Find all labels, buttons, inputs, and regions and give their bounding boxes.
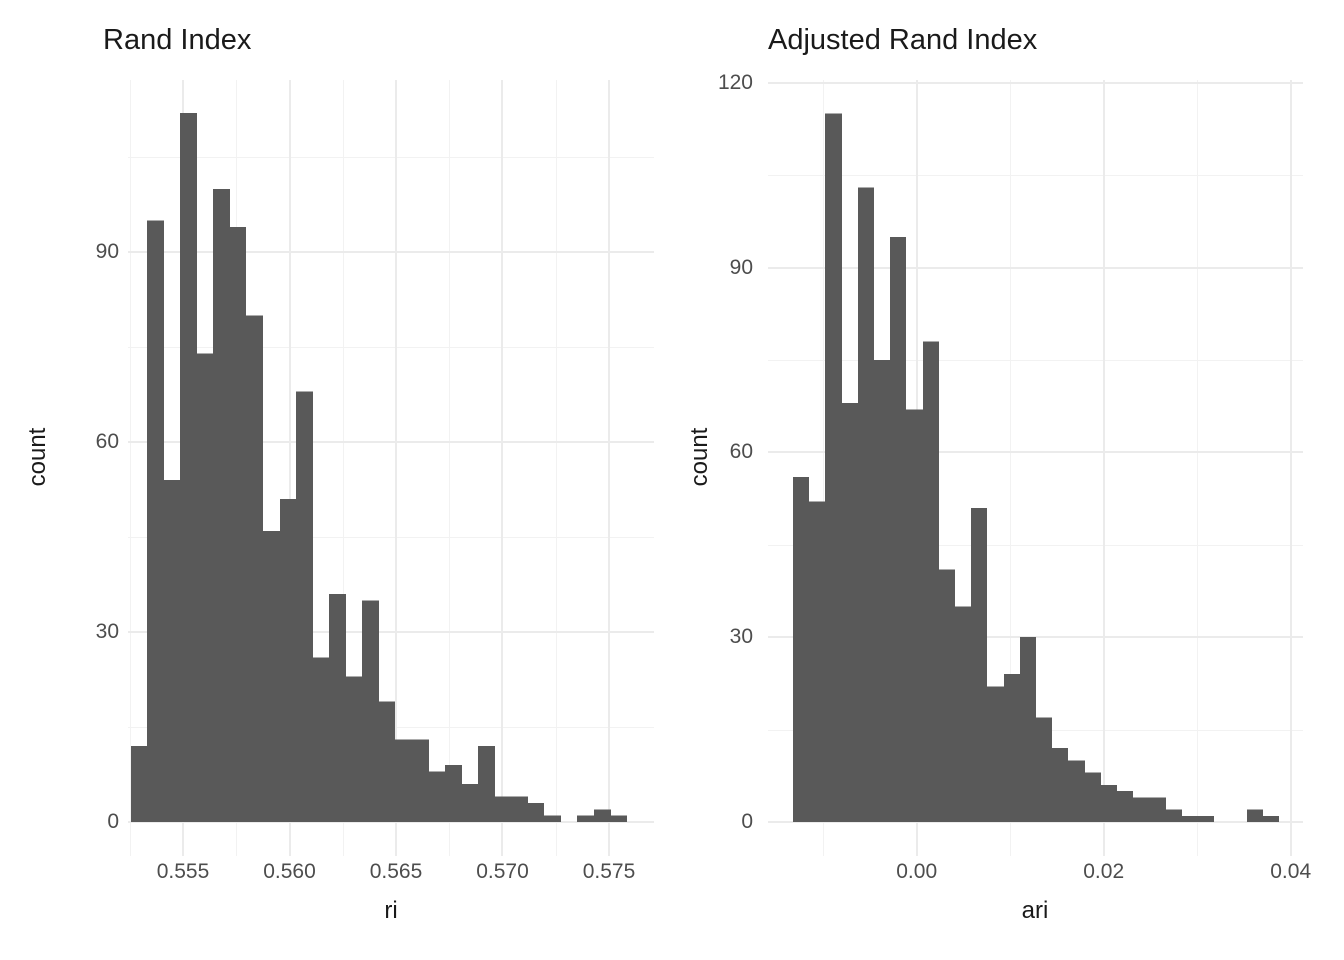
histogram-bar bbox=[180, 113, 197, 822]
histogram-bar bbox=[412, 739, 429, 822]
histogram-bar bbox=[906, 409, 923, 822]
histogram-bar bbox=[131, 746, 147, 822]
histogram-bar bbox=[842, 403, 858, 822]
histogram-bar bbox=[511, 796, 528, 822]
histogram-bar bbox=[858, 187, 874, 822]
histogram-bar bbox=[478, 746, 495, 822]
histogram-bar bbox=[445, 765, 462, 822]
histogram-bar bbox=[1020, 637, 1036, 822]
histogram-bar bbox=[495, 796, 511, 822]
ari-x-axis-title: ari bbox=[1021, 897, 1049, 924]
histogram-bar bbox=[296, 391, 313, 822]
ari-histogram-panel bbox=[768, 80, 1303, 856]
histogram-bar bbox=[528, 803, 544, 822]
histogram-bar bbox=[544, 815, 561, 822]
x-tick-label: 0.575 bbox=[582, 860, 636, 883]
histogram-bar bbox=[429, 771, 445, 822]
histogram-bar bbox=[809, 501, 825, 822]
histogram-bar bbox=[1198, 815, 1214, 822]
y-tick-label: 60 bbox=[729, 440, 753, 464]
histogram-bar bbox=[793, 477, 809, 822]
histogram-bar bbox=[362, 600, 379, 822]
histogram-bar bbox=[1263, 815, 1279, 822]
y-tick-label: 30 bbox=[95, 620, 119, 644]
x-tick-label: 0.02 bbox=[1083, 860, 1125, 883]
histogram-bar bbox=[987, 686, 1004, 822]
histogram-bar bbox=[313, 657, 329, 822]
ri-y-axis-title: count bbox=[24, 427, 51, 487]
histogram-bar bbox=[1182, 815, 1198, 822]
histogram-bar bbox=[825, 113, 842, 823]
x-tick-label: 0.570 bbox=[476, 860, 529, 883]
y-tick-label: 90 bbox=[729, 255, 753, 279]
x-tick-label: 0.555 bbox=[156, 860, 210, 883]
x-tick-label: 0.560 bbox=[263, 860, 316, 883]
histogram-bar bbox=[164, 480, 180, 822]
histogram-bar bbox=[329, 594, 346, 822]
histogram-bar bbox=[1166, 809, 1182, 822]
histogram-bar bbox=[923, 341, 939, 822]
ri-plot-title: Rand Index bbox=[103, 24, 252, 56]
histogram-bar bbox=[1133, 797, 1149, 822]
histogram-bar bbox=[971, 507, 987, 822]
histogram-bar bbox=[379, 701, 395, 822]
x-tick-label: 0.04 bbox=[1270, 860, 1312, 883]
y-tick-label: 90 bbox=[95, 240, 119, 264]
histogram-bar bbox=[147, 220, 164, 823]
histogram-bar bbox=[197, 353, 213, 822]
histogram-bar bbox=[395, 739, 412, 822]
histogram-bar bbox=[874, 360, 890, 822]
y-tick-label: 30 bbox=[729, 625, 753, 649]
histogram-bar bbox=[346, 676, 362, 822]
histogram-bar bbox=[1117, 791, 1133, 822]
ri-x-axis-title: ri bbox=[384, 897, 398, 924]
histogram-bar bbox=[611, 815, 627, 822]
histogram-bar bbox=[462, 784, 478, 822]
x-tick-label: 0.00 bbox=[896, 860, 938, 883]
y-tick-label: 0 bbox=[741, 810, 753, 833]
y-tick-label: 0 bbox=[107, 810, 119, 833]
histogram-bar bbox=[230, 227, 246, 822]
histogram-bar bbox=[890, 236, 906, 823]
histogram-bar bbox=[1052, 748, 1068, 822]
histogram-bar bbox=[1247, 809, 1263, 822]
histogram-bar bbox=[1068, 760, 1085, 822]
histogram-bar bbox=[1036, 717, 1052, 822]
ri-histogram-panel bbox=[128, 80, 654, 856]
x-tick-label: 0.565 bbox=[369, 860, 423, 883]
histogram-bar bbox=[1004, 674, 1020, 822]
ari-plot-title: Adjusted Rand Index bbox=[768, 24, 1038, 56]
histogram-bar bbox=[213, 189, 230, 822]
histogram-bar bbox=[280, 499, 296, 822]
histogram-bar bbox=[246, 315, 263, 822]
histogram-bar bbox=[263, 530, 280, 822]
y-tick-label: 120 bbox=[717, 70, 753, 94]
histogram-bar bbox=[594, 809, 611, 822]
histogram-bar bbox=[955, 606, 971, 822]
histogram-bar bbox=[1085, 772, 1101, 822]
histogram-bar bbox=[1149, 797, 1166, 822]
histogram-bar bbox=[577, 815, 594, 822]
y-tick-label: 60 bbox=[95, 430, 119, 454]
histogram-bar bbox=[1101, 785, 1117, 822]
histogram-bar bbox=[939, 569, 955, 822]
